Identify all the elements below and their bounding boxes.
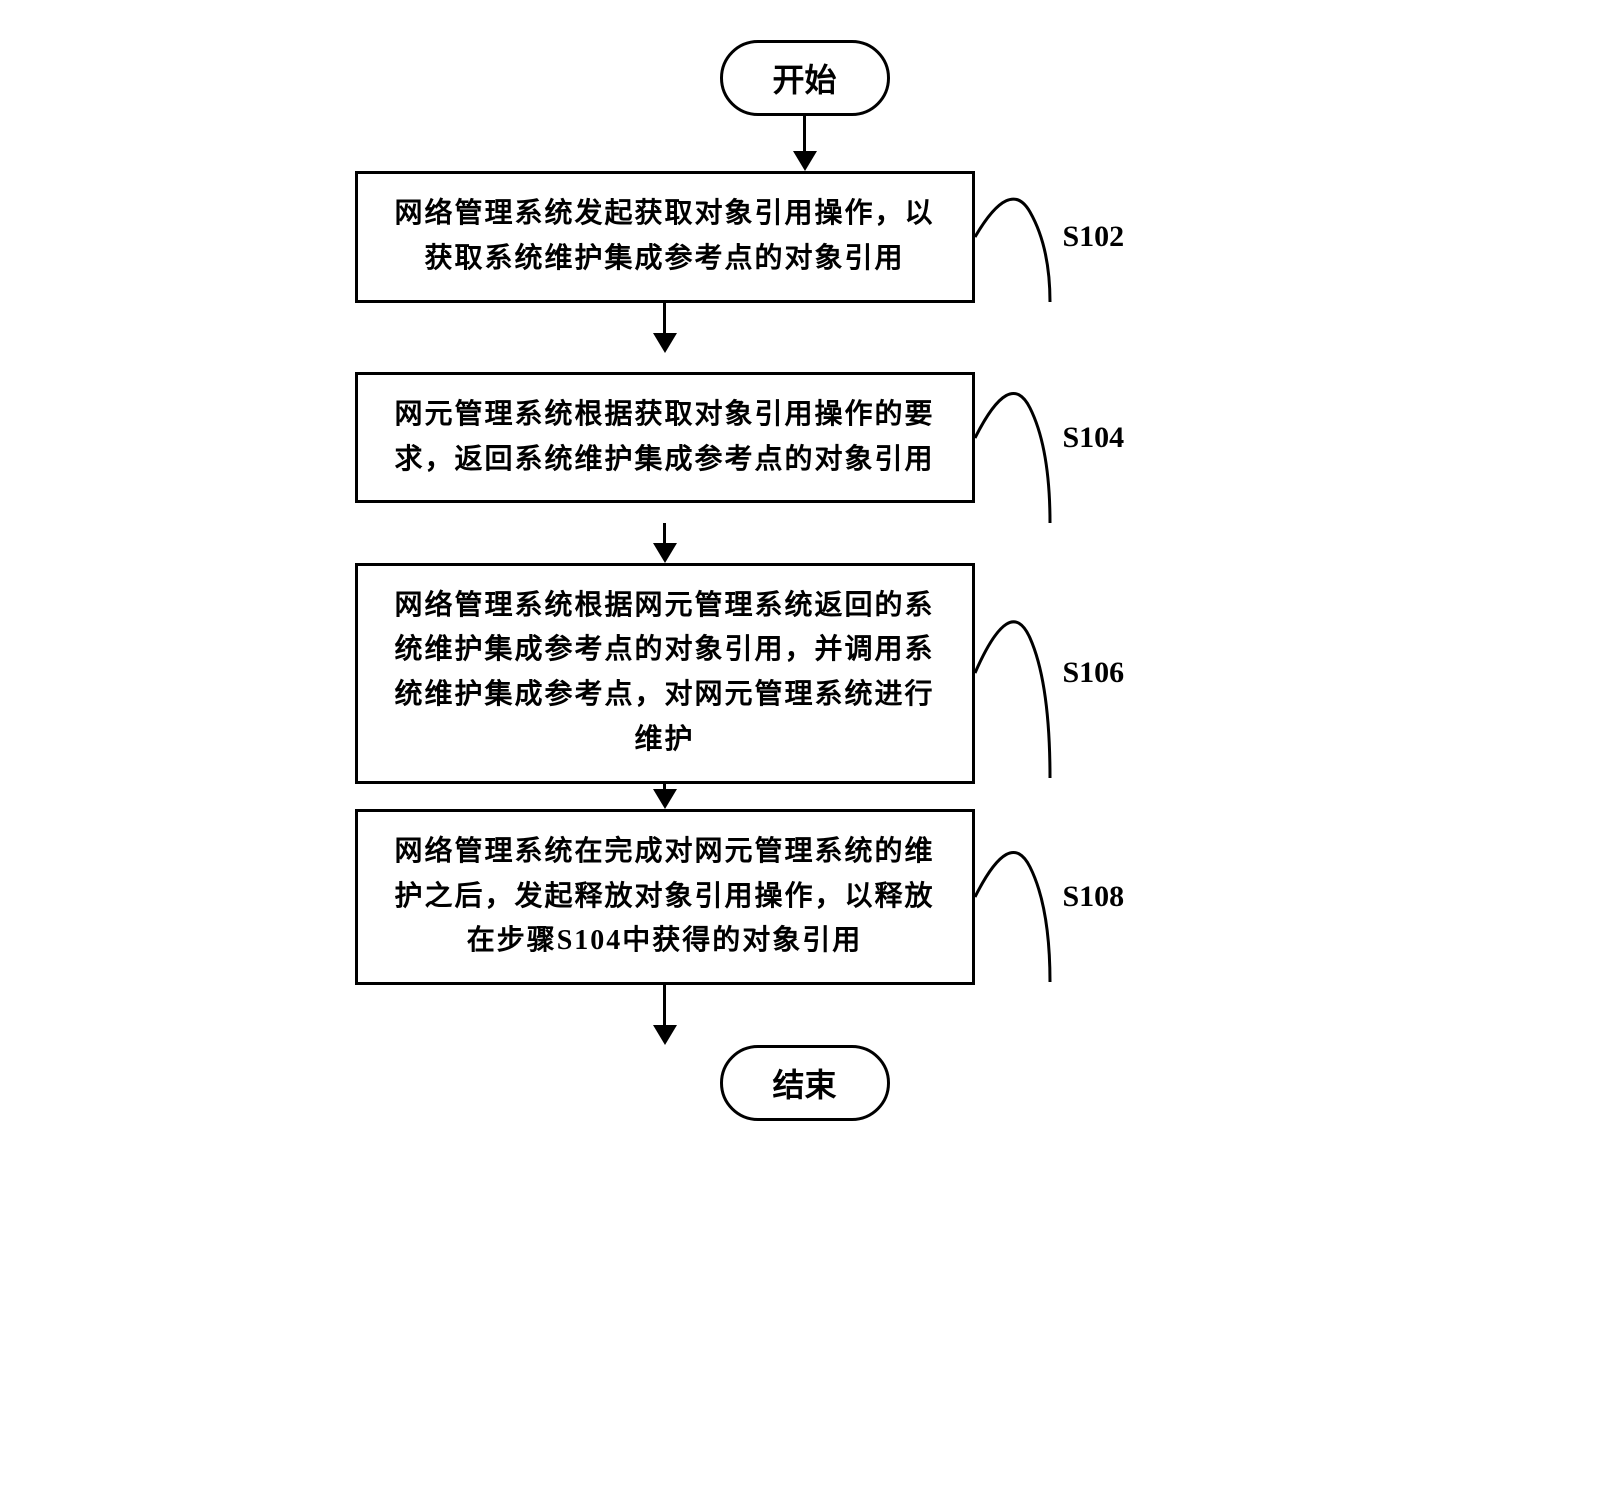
end-label: 结束 — [772, 1067, 836, 1103]
step-label-s108: S108 — [1063, 880, 1125, 914]
step-label-s106: S106 — [1063, 656, 1125, 690]
end-terminator: 结束 — [720, 1045, 890, 1121]
process-row-s102: 网络管理系统发起获取对象引用操作，以获取系统维护集成参考点的对象引用 S102 — [355, 171, 1255, 303]
arrow-start — [793, 116, 817, 171]
arrow-s106-s108 — [355, 784, 1255, 809]
process-row-s106: 网络管理系统根据网元管理系统返回的系统维护集成参考点的对象引用，并调用系统维护集… — [355, 563, 1255, 784]
process-box-s104: 网元管理系统根据获取对象引用操作的要求，返回系统维护集成参考点的对象引用 — [355, 372, 975, 504]
step-label-s102: S102 — [1063, 220, 1125, 254]
process-box-s108: 网络管理系统在完成对网元管理系统的维护之后，发起释放对象引用操作，以释放在步骤S… — [355, 809, 975, 985]
process-box-s102: 网络管理系统发起获取对象引用操作，以获取系统维护集成参考点的对象引用 — [355, 171, 975, 303]
connector-s102: S102 — [975, 172, 1125, 302]
arrow-s104-s106 — [355, 523, 1255, 563]
process-row-s104: 网元管理系统根据获取对象引用操作的要求，返回系统维护集成参考点的对象引用 S10… — [355, 353, 1255, 523]
start-label: 开始 — [772, 62, 836, 98]
process-box-s106: 网络管理系统根据网元管理系统返回的系统维护集成参考点的对象引用，并调用系统维护集… — [355, 563, 975, 784]
connector-s104: S104 — [975, 353, 1125, 523]
process-row-s108: 网络管理系统在完成对网元管理系统的维护之后，发起释放对象引用操作，以释放在步骤S… — [355, 809, 1255, 985]
connector-s108: S108 — [975, 812, 1125, 982]
step-label-s104: S104 — [1063, 421, 1125, 455]
arrow-s102-s104 — [355, 303, 1255, 353]
arrow-end — [355, 985, 1255, 1045]
connector-s106: S106 — [975, 568, 1125, 778]
start-terminator: 开始 — [720, 40, 890, 116]
flowchart-container: 开始 网络管理系统发起获取对象引用操作，以获取系统维护集成参考点的对象引用 S1… — [355, 40, 1255, 1121]
